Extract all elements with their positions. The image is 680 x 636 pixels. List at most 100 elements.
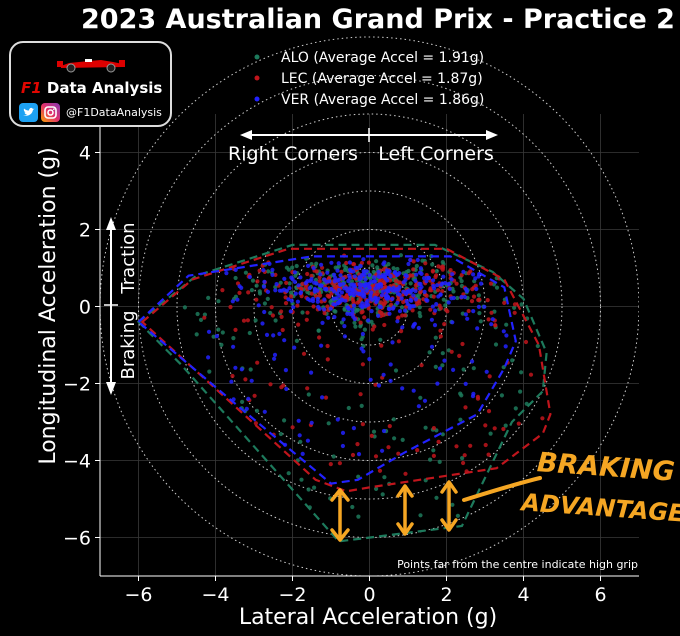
data-point <box>438 306 443 311</box>
data-point <box>399 305 405 310</box>
data-point <box>383 285 388 290</box>
legend-marker-ver <box>254 96 260 102</box>
data-point <box>319 283 324 288</box>
data-point <box>254 283 259 288</box>
data-point <box>206 329 212 334</box>
data-point <box>438 334 443 339</box>
data-point <box>368 377 373 382</box>
data-point <box>458 391 463 396</box>
data-point <box>296 283 301 288</box>
corner-arrow <box>240 128 498 142</box>
data-point <box>278 280 283 285</box>
data-point <box>358 392 363 397</box>
data-point <box>350 504 355 510</box>
data-point <box>376 313 381 318</box>
data-point <box>487 374 492 379</box>
data-point <box>372 275 377 280</box>
data-point <box>287 281 292 286</box>
data-point <box>382 475 387 480</box>
data-point <box>308 278 313 283</box>
data-point <box>446 300 451 305</box>
data-point <box>418 314 423 319</box>
data-point <box>440 289 445 294</box>
data-point <box>371 269 376 274</box>
data-point <box>431 448 436 453</box>
data-point <box>271 333 276 338</box>
data-point <box>283 368 288 373</box>
data-point <box>249 378 254 383</box>
data-point <box>518 389 523 394</box>
data-point <box>214 334 219 339</box>
data-point <box>387 269 392 274</box>
data-point <box>326 315 331 320</box>
x-tick-label: 0 <box>363 584 375 606</box>
data-point <box>348 268 353 274</box>
data-point <box>305 310 310 315</box>
data-point <box>450 272 455 277</box>
data-point <box>356 514 361 519</box>
data-point <box>503 344 508 349</box>
data-point <box>306 263 311 268</box>
data-point <box>479 281 484 286</box>
data-point <box>220 288 225 293</box>
data-point <box>430 269 435 274</box>
double-arrow-2 <box>396 484 414 536</box>
data-point <box>286 267 291 272</box>
data-point <box>202 315 207 320</box>
social-handle: @F1DataAnalysis <box>66 105 162 119</box>
data-point <box>257 268 262 273</box>
data-point <box>350 287 355 292</box>
y-tick-label: 4 <box>79 143 91 165</box>
double-arrow-3 <box>440 480 458 532</box>
data-point <box>519 370 524 375</box>
data-point <box>383 272 388 277</box>
data-point <box>424 297 429 302</box>
data-point <box>349 279 354 284</box>
data-point <box>484 369 489 374</box>
data-point <box>379 343 384 348</box>
data-point <box>312 485 317 490</box>
grip-circle <box>100 36 639 576</box>
data-point <box>477 297 482 302</box>
data-point <box>224 271 229 276</box>
data-point <box>478 319 483 324</box>
data-point <box>462 453 467 458</box>
data-point <box>373 382 378 387</box>
data-point <box>346 405 351 411</box>
data-point <box>256 303 261 308</box>
data-point <box>339 297 344 302</box>
data-point <box>474 286 479 292</box>
braking-advantage-annotation <box>330 476 542 542</box>
data-point <box>343 298 348 303</box>
data-point <box>346 305 351 310</box>
data-point <box>295 299 300 304</box>
race-car-icon <box>57 59 125 73</box>
double-arrow-1 <box>330 488 350 542</box>
data-point <box>465 316 470 321</box>
data-point <box>392 436 397 441</box>
data-point <box>359 403 364 408</box>
data-point <box>296 418 301 423</box>
data-point <box>319 343 324 348</box>
legend-marker-alo <box>254 54 260 60</box>
data-point <box>448 268 453 273</box>
data-point <box>303 284 308 289</box>
data-point <box>364 269 369 274</box>
data-point <box>363 283 368 288</box>
data-point <box>400 313 405 318</box>
data-point <box>338 282 343 287</box>
data-point <box>315 299 320 304</box>
data-point <box>364 288 369 293</box>
data-point <box>430 304 435 309</box>
data-point <box>365 302 370 307</box>
data-point <box>379 293 385 298</box>
data-point <box>230 373 235 379</box>
data-point <box>393 368 399 373</box>
data-point <box>290 425 295 430</box>
data-point <box>523 339 529 345</box>
data-point <box>325 343 330 349</box>
data-point <box>486 317 491 322</box>
data-point <box>198 317 204 322</box>
data-point <box>216 327 221 332</box>
data-point <box>400 386 405 391</box>
